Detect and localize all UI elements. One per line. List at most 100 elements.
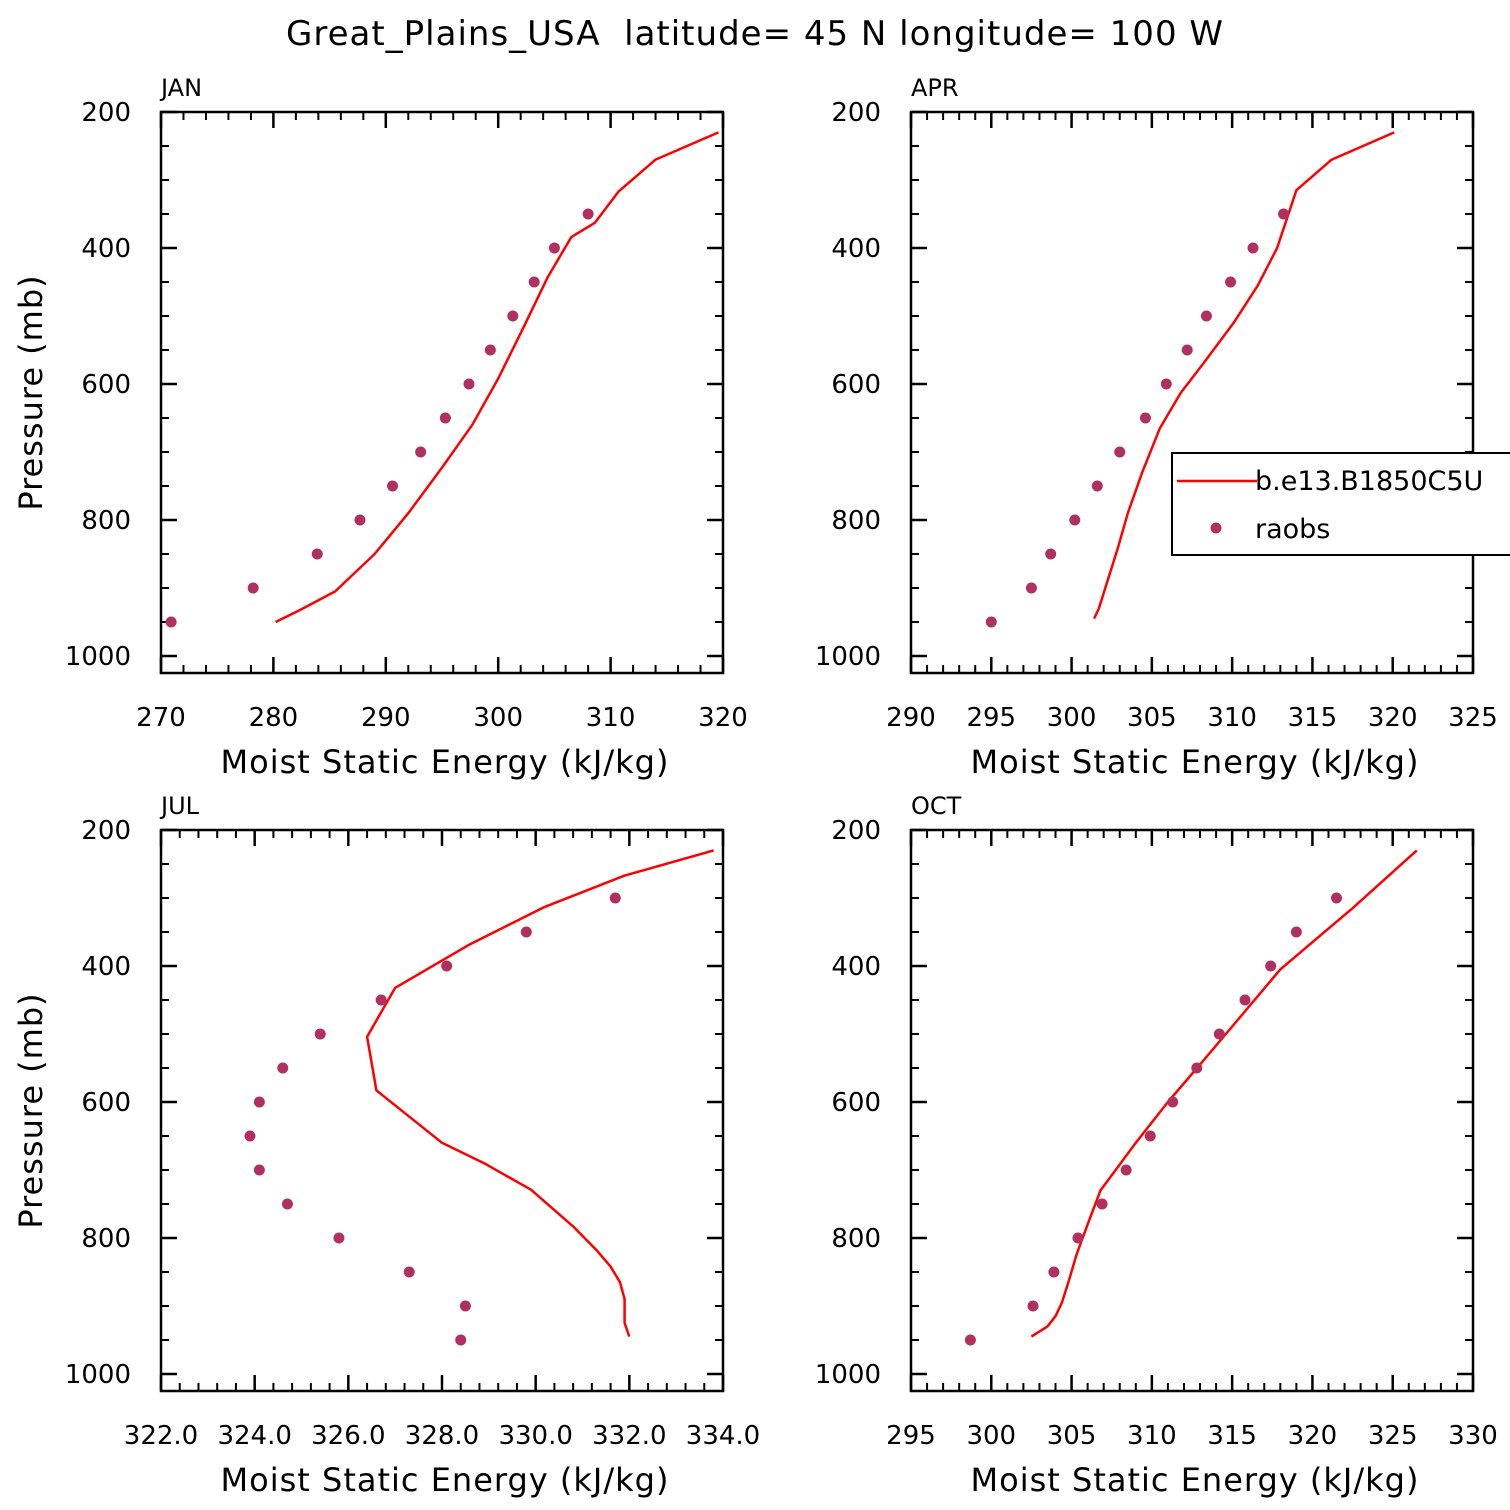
raobs-point [281,1198,293,1210]
y-tick-label: 800 [831,506,881,536]
raobs-point [333,1232,345,1244]
y-tick-label: 400 [831,234,881,264]
x-tick-label: 310 [1127,1421,1177,1451]
y-tick-label: 800 [831,1224,881,1254]
y-tick-label: 600 [831,370,881,400]
x-tick-label: 332.0 [592,1421,666,1451]
raobs-point [1144,1130,1156,1142]
y-tick-label: 200 [831,816,881,846]
x-tick-label: 300 [473,703,523,733]
raobs-point [1200,310,1212,322]
raobs-point [403,1266,415,1278]
y-tick-label: 800 [81,1224,131,1254]
x-tick-label: 295 [886,1421,936,1451]
raobs-point [609,892,621,904]
x-axis-title: Moist Static Energy (kJ/kg) [221,1461,670,1499]
raobs-point [1091,480,1103,492]
x-tick-label: 328.0 [405,1421,479,1451]
y-axis-title: Pressure (mb) [12,992,50,1228]
x-tick-label: 320 [698,703,748,733]
panel-label: OCT [911,792,962,820]
x-tick-label: 315 [1288,703,1338,733]
raobs-point [253,1096,265,1108]
raobs-point [439,412,451,424]
legend: b.e13.B1850C5U raobs [1171,452,1510,556]
raobs-point [1278,208,1290,220]
raobs-point [484,344,496,356]
series-line-model [1030,849,1418,1338]
x-tick-label: 290 [886,703,936,733]
raobs-point [1045,548,1057,560]
x-tick-label: 315 [1207,1421,1257,1451]
x-tick-label: 295 [966,703,1016,733]
y-tick-label: 200 [831,98,881,128]
raobs-point [314,1028,326,1040]
x-tick-label: 305 [1127,703,1177,733]
y-tick-label: 400 [81,234,131,264]
raobs-point [964,1334,976,1346]
x-tick-label: 326.0 [311,1421,385,1451]
raobs-point [1331,892,1343,904]
y-tick-label: 600 [81,1088,131,1118]
raobs-point [1247,242,1259,254]
x-tick-label: 330.0 [498,1421,572,1451]
x-tick-label: 280 [249,703,299,733]
raobs-point [463,378,475,390]
legend-box [1171,452,1510,556]
plot-frame [909,110,1475,675]
raobs-point [1225,276,1237,288]
panel-label: JUL [159,792,200,820]
figure-title: Great_Plains_USA latitude= 45 N longitud… [286,14,1224,54]
y-tick-label: 800 [81,506,131,536]
raobs-point [1213,1028,1225,1040]
raobs-point [1167,1096,1179,1108]
y-tick-label: 1000 [65,1360,131,1390]
panel-label: APR [911,74,959,102]
raobs-point [985,616,997,628]
panels-group: 270 280 290 300 310 320 200 400 600 800 1000 JAN Moi… [12,74,1510,1499]
raobs-point [1191,1062,1203,1074]
raobs-point [375,994,387,1006]
raobs-point [354,514,366,526]
y-axis-title: Pressure (mb) [12,274,50,510]
x-tick-label: 325 [1368,1421,1418,1451]
raobs-point [441,960,453,972]
x-tick-label: 270 [136,703,186,733]
y-tick-label: 600 [81,370,131,400]
y-tick-label: 400 [81,952,131,982]
x-tick-label: 310 [1207,703,1257,733]
x-tick-label: 322.0 [124,1421,198,1451]
raobs-point [253,1164,265,1176]
raobs-point [1069,514,1081,526]
panel-apr: 290 295 300 305 310 315 320 325 200 400 600 800 1000… [815,74,1498,781]
x-tick-label: 300 [966,1421,1016,1451]
x-axis-title: Moist Static Energy (kJ/kg) [971,743,1420,781]
panel-jan: 270 280 290 300 310 320 200 400 600 800 1000 JAN Moi… [12,74,748,781]
panel-oct: 295 300 305 310 315 320 325 330 200 400 600 800 1000… [815,792,1498,1499]
raobs-point [387,480,399,492]
raobs-point [1025,582,1037,594]
raobs-point [1120,1164,1132,1176]
raobs-point [244,1130,256,1142]
raobs-point [455,1334,467,1346]
x-tick-label: 320 [1368,703,1418,733]
x-tick-label: 320 [1288,1421,1338,1451]
raobs-point [1114,446,1126,458]
plot-frame [159,110,725,675]
y-tick-label: 1000 [815,1360,881,1390]
y-tick-label: 600 [831,1088,881,1118]
raobs-point [1027,1300,1039,1312]
x-tick-label: 324.0 [217,1421,291,1451]
raobs-point [1139,412,1151,424]
raobs-point [507,310,519,322]
y-tick-label: 1000 [65,642,131,672]
y-tick-label: 200 [81,98,131,128]
x-tick-label: 300 [1047,703,1097,733]
raobs-point [1181,344,1193,356]
y-tick-label: 1000 [815,642,881,672]
legend-label-raobs: raobs [1255,514,1330,545]
raobs-point [1048,1266,1060,1278]
series-line-model [1092,131,1395,620]
x-axis-title: Moist Static Energy (kJ/kg) [971,1461,1420,1499]
